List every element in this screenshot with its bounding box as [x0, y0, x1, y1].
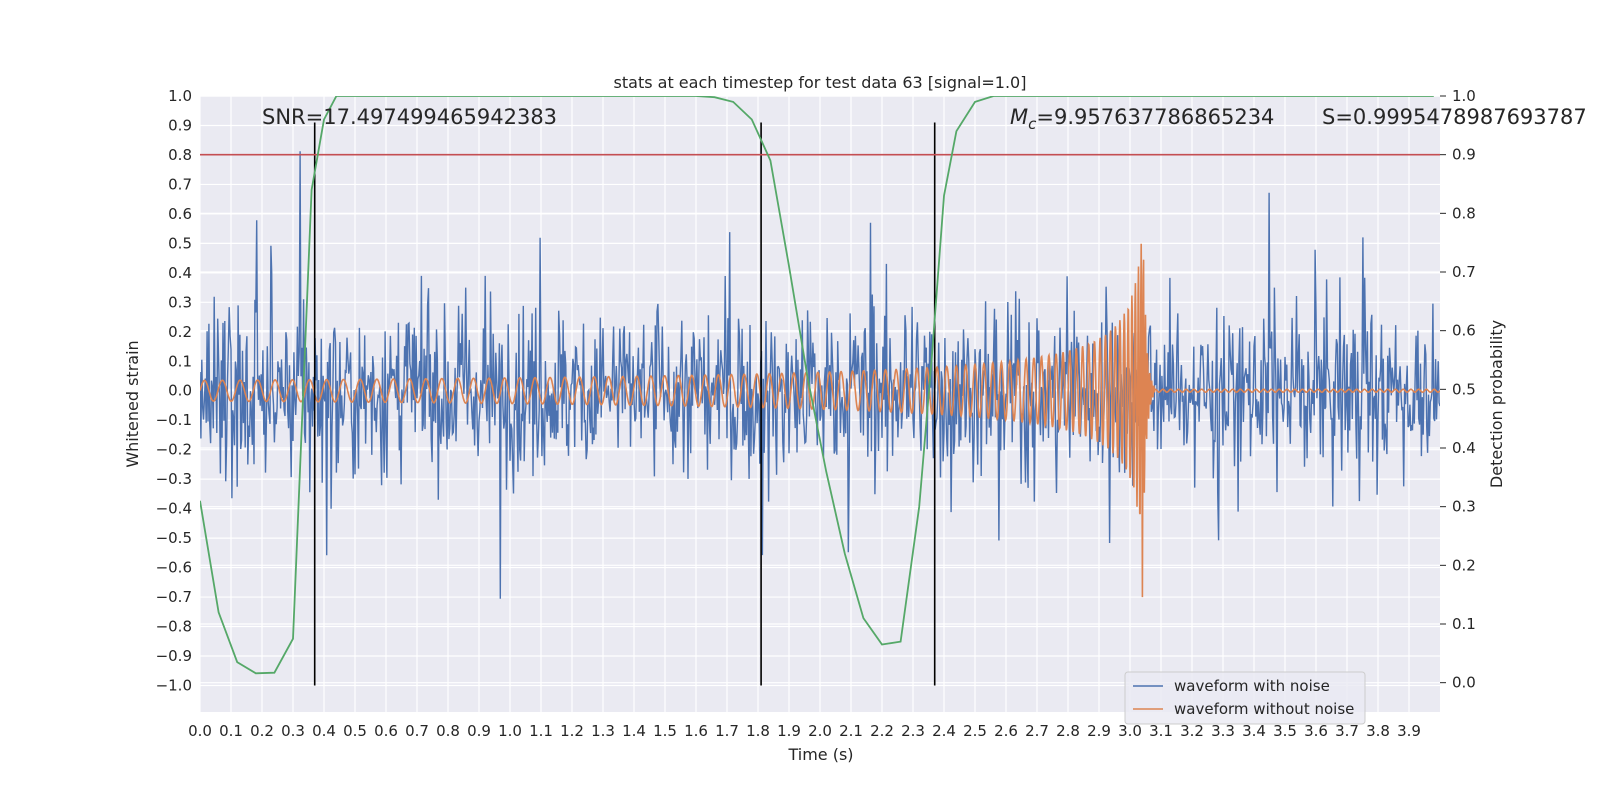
- y2-tick-label: 0.3: [1452, 498, 1476, 516]
- series-detection-probability: [200, 96, 1434, 675]
- data-layer: [200, 96, 1440, 686]
- y-tick-label: −0.8: [156, 618, 192, 636]
- y-tick-label: 0.5: [168, 234, 192, 252]
- y-tick-label: 0.9: [168, 116, 192, 134]
- y-tick-label: 0.0: [168, 382, 192, 400]
- waveform-with-noise-line: [200, 151, 1440, 599]
- x-tick-label: 2.4: [932, 722, 956, 740]
- x-tick-label: 1.3: [591, 722, 615, 740]
- y2-axis-label: Detection probability: [1487, 320, 1506, 488]
- x-tick-label: 3.2: [1180, 722, 1204, 740]
- detection-probability-line: [200, 96, 1434, 675]
- x-tick-label: 1.5: [653, 722, 677, 740]
- x-tick-label: 0.5: [343, 722, 367, 740]
- x-tick-label: 3.0: [1118, 722, 1142, 740]
- x-axis-ticks: 0.0 0.1 0.2 0.3 0.4 0.5 0.6 0.7 0.8 0.9 1.0 1.1 1.2 1…: [188, 722, 1421, 740]
- x-tick-label: 0.4: [312, 722, 336, 740]
- y-tick-label: −0.4: [156, 500, 192, 518]
- x-tick-label: 3.6: [1304, 722, 1328, 740]
- x-tick-label: 3.4: [1242, 722, 1266, 740]
- y-axis-label: Whitened strain: [123, 340, 142, 467]
- y2-tick-label: 0.7: [1452, 263, 1476, 281]
- x-tick-label: 2.8: [1056, 722, 1080, 740]
- y2-tick-label: 1.0: [1452, 87, 1476, 105]
- x-axis-label: Time (s): [787, 745, 853, 764]
- y-tick-label: 0.6: [168, 205, 192, 223]
- x-tick-label: 1.0: [498, 722, 522, 740]
- series-waveform-without-noise: [200, 243, 1440, 598]
- y2-tick-label: 0.1: [1452, 615, 1476, 633]
- x-tick-label: 2.7: [1025, 722, 1049, 740]
- x-tick-label: 1.4: [622, 722, 646, 740]
- x-tick-label: 0.2: [250, 722, 274, 740]
- chirp-mass-annotation: Mc=9.957637786865234: [1010, 105, 1274, 133]
- legend-label-waveform-with-noise: waveform with noise: [1174, 677, 1330, 695]
- legend-box: [1124, 671, 1366, 725]
- y-tick-label: −0.9: [156, 647, 192, 665]
- legend-label-waveform-without-noise: waveform without noise: [1174, 700, 1354, 718]
- x-tick-label: 3.1: [1149, 722, 1173, 740]
- x-tick-label: 2.2: [870, 722, 894, 740]
- y-tick-label: 0.4: [168, 264, 192, 282]
- y-tick-label: 0.3: [168, 293, 192, 311]
- y-tick-label: −0.5: [156, 529, 192, 547]
- chirp-mass-value: =9.957637786865234: [1036, 105, 1274, 129]
- y2-tick-label: 0.4: [1452, 439, 1476, 457]
- x-tick-label: 0.9: [467, 722, 491, 740]
- chart-title: stats at each timestep for test data 63 …: [614, 73, 1027, 92]
- x-tick-label: 1.6: [684, 722, 708, 740]
- x-tick-label: 1.7: [715, 722, 739, 740]
- y2-tick-label: 0.5: [1452, 380, 1476, 398]
- x-tick-label: 1.8: [746, 722, 770, 740]
- series-waveform-with-noise: [200, 151, 1440, 599]
- x-tick-label: 3.7: [1335, 722, 1359, 740]
- y-tick-label: 0.1: [168, 352, 192, 370]
- x-tick-label: 0.7: [405, 722, 429, 740]
- y-tick-label: 1.0: [168, 87, 192, 105]
- x-tick-label: 0.8: [436, 722, 460, 740]
- y-tick-label: 0.8: [168, 146, 192, 164]
- y2-tick-label: 0.2: [1452, 556, 1476, 574]
- x-tick-label: 2.5: [963, 722, 987, 740]
- y2-tick-label: 0.0: [1452, 674, 1476, 692]
- y-tick-label: −0.2: [156, 441, 192, 459]
- snr-probability-annotation: S=0.9995478987693787: [1322, 105, 1587, 129]
- y-tick-label: −0.6: [156, 559, 192, 577]
- waveform-without-noise-line: [200, 243, 1440, 598]
- chirp-mass-symbol: M: [1010, 105, 1028, 129]
- x-tick-label: 2.9: [1087, 722, 1111, 740]
- y-tick-label: −0.1: [156, 411, 192, 429]
- x-tick-label: 0.1: [219, 722, 243, 740]
- x-tick-label: 2.3: [901, 722, 925, 740]
- x-tick-label: 0.3: [281, 722, 305, 740]
- x-tick-label: 3.8: [1366, 722, 1390, 740]
- x-tick-label: 1.1: [529, 722, 553, 740]
- y-tick-label: 0.7: [168, 175, 192, 193]
- x-tick-label: 1.9: [777, 722, 801, 740]
- y-tick-label: −0.7: [156, 588, 192, 606]
- y-tick-label: 0.2: [168, 323, 192, 341]
- x-tick-label: 3.5: [1273, 722, 1297, 740]
- y2-tick-label: 0.8: [1452, 204, 1476, 222]
- y2-axis-ticks: 1.0 0.9 0.8 0.7 0.6 0.5 0.4 0.3 0.2 0.1 0.0: [1440, 87, 1476, 692]
- chirp-mass-subscript: c: [1028, 115, 1037, 133]
- snr-annotation: SNR=17.497499465942383: [262, 105, 557, 129]
- y-axis-ticks: 1.0 0.9 0.8 0.7 0.6 0.5 0.4 0.3 0.2 0.1 0.0 −0.1 −0.…: [156, 87, 192, 694]
- y2-tick-label: 0.9: [1452, 146, 1476, 164]
- x-tick-label: 3.3: [1211, 722, 1235, 740]
- y-tick-label: −0.3: [156, 470, 192, 488]
- y2-tick-label: 0.6: [1452, 322, 1476, 340]
- vertical-markers: [313, 122, 936, 686]
- legend: waveform with noise waveform without noi…: [1124, 671, 1366, 725]
- x-tick-label: 0.0: [188, 722, 212, 740]
- x-tick-label: 0.6: [374, 722, 398, 740]
- x-tick-label: 2.0: [808, 722, 832, 740]
- x-tick-label: 1.2: [560, 722, 584, 740]
- x-tick-label: 2.6: [994, 722, 1018, 740]
- x-tick-label: 2.1: [839, 722, 863, 740]
- x-tick-label: 3.9: [1397, 722, 1421, 740]
- y-tick-label: −1.0: [156, 676, 192, 694]
